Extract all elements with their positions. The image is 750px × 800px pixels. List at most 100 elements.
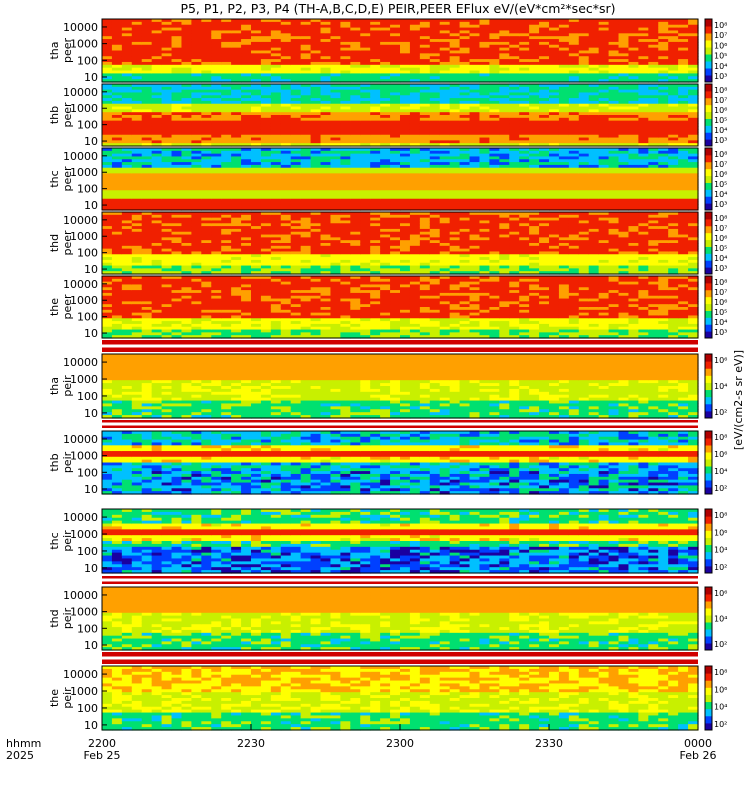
spectrogram-cell: [568, 24, 580, 29]
figure-title: P5, P1, P2, P3, P4 (TH-A,B,C,D,E) PEIR,P…: [180, 1, 615, 16]
spectrogram-cell: [360, 156, 371, 160]
spectrogram-cell: [419, 39, 431, 43]
spectrogram-cell: [241, 198, 252, 203]
spectrogram-cell: [151, 59, 163, 63]
spectrogram-cell: [171, 56, 183, 60]
spectrogram-cell: [131, 159, 143, 163]
spectrogram-cell: [588, 106, 600, 110]
spectrogram-cell: [449, 33, 461, 37]
spectrogram-cell: [370, 27, 381, 32]
spectrogram-cell: [270, 117, 282, 122]
spectrogram-cell: [191, 47, 202, 52]
spectrogram-cell: [251, 195, 262, 200]
spectrogram-cell: [400, 50, 411, 54]
spectrogram-cell: [568, 112, 580, 116]
spectrogram-cell: [539, 41, 550, 46]
spectrogram-cell: [260, 33, 272, 37]
spectrogram-cell: [648, 129, 659, 133]
spectrogram-cell: [578, 41, 590, 46]
spectrogram-cell: [469, 39, 481, 43]
spectrogram-cell: [449, 47, 461, 52]
spectrogram-cell: [280, 120, 292, 125]
spectrogram-cell: [320, 148, 332, 152]
spectrogram-cell: [340, 61, 351, 66]
spectrogram-cell: [320, 76, 332, 80]
spectrogram-cell: [588, 44, 600, 49]
spectrogram-cell: [578, 64, 590, 69]
spectrogram-cell: [370, 67, 381, 72]
spectrogram-cell: [469, 67, 481, 72]
spectrogram-cell: [360, 30, 371, 34]
spectrogram-cell: [290, 123, 302, 127]
spectrogram-cell: [241, 201, 252, 205]
spectrogram-cell: [409, 126, 421, 130]
spectrogram-cell: [141, 193, 153, 197]
spectrogram-cell: [598, 106, 610, 110]
spectrogram-cell: [499, 129, 510, 133]
colorbar-segment: [705, 175, 712, 183]
spectrogram-cell: [260, 162, 272, 166]
spectrogram-cell: [658, 92, 669, 96]
spectrogram-cell: [638, 95, 649, 99]
spectrogram-cell: [549, 67, 560, 72]
spectrogram-cell: [290, 115, 302, 119]
spectrogram-cell: [181, 207, 192, 211]
spectrogram-cell: [270, 143, 282, 147]
spectrogram-cell: [231, 79, 242, 83]
spectrogram-cell: [529, 137, 540, 141]
spectrogram-cell: [260, 190, 272, 194]
spectrogram-cell: [638, 126, 649, 130]
spectrogram-cell: [509, 59, 520, 63]
spectrogram-cell: [290, 73, 302, 77]
spectrogram-cell: [509, 53, 520, 57]
spectrogram-cell: [519, 86, 530, 91]
spectrogram-cell: [310, 33, 322, 37]
spectrogram-cell: [558, 44, 570, 49]
spectrogram-cell: [171, 27, 183, 32]
spectrogram-cell: [221, 76, 232, 80]
spectrogram-cell: [628, 53, 639, 57]
spectrogram-cell: [141, 24, 153, 29]
spectrogram-cell: [221, 120, 232, 125]
spectrogram-cell: [519, 123, 530, 127]
spectrogram-cell: [340, 67, 351, 72]
spectrogram-cell: [370, 106, 381, 110]
spectrogram-cell: [439, 123, 451, 127]
spectrogram-cell: [102, 106, 113, 110]
spectrogram-cell: [360, 67, 371, 72]
spectrogram-cell: [102, 79, 113, 83]
spectrogram-cell: [390, 67, 401, 72]
spectrogram-cell: [201, 150, 212, 155]
spectrogram-cell: [121, 120, 133, 125]
spectrogram-cell: [280, 153, 292, 158]
spectrogram-cell: [409, 47, 421, 52]
spectrogram-cell: [618, 100, 630, 105]
spectrogram-cell: [598, 59, 610, 63]
spectrogram-cell: [141, 195, 153, 200]
spectrogram-cell: [241, 41, 252, 46]
spectrogram-cell: [121, 134, 133, 139]
spectrogram-cell: [380, 44, 391, 49]
spectrogram-cell: [251, 181, 262, 186]
spectrogram-cell: [280, 98, 292, 102]
spectrogram-cell: [111, 36, 123, 40]
spectrogram-cell: [340, 176, 351, 180]
spectrogram-cell: [280, 100, 292, 105]
spectrogram-cell: [310, 70, 322, 75]
spectrogram-cell: [658, 24, 669, 29]
spectrogram-cell: [598, 134, 610, 139]
spectrogram-cell: [568, 103, 580, 108]
spectrogram-cell: [181, 148, 192, 152]
spectrogram-cell: [529, 24, 540, 29]
spectrogram-cell: [280, 79, 292, 83]
spectrogram-cell: [141, 21, 153, 26]
spectrogram-cell: [608, 109, 620, 113]
spectrogram-cell: [151, 181, 163, 186]
spectrogram-cell: [598, 92, 610, 96]
spectrogram-cell: [608, 100, 620, 105]
spectrogram-cell: [499, 47, 510, 52]
spectrogram-cell: [678, 123, 689, 127]
spectrogram-cell: [519, 98, 530, 102]
spectrogram-cell: [340, 134, 351, 139]
spectrogram-cell: [618, 137, 630, 141]
